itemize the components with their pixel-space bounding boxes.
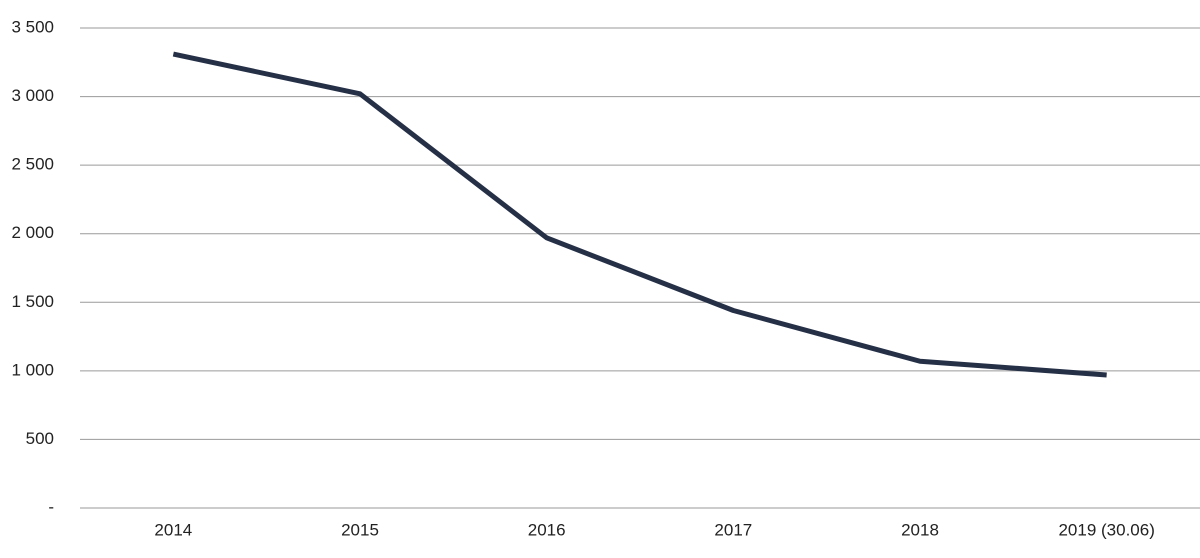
x-tick-label: 2015: [341, 520, 379, 539]
x-tick-label: 2019 (30.06): [1058, 520, 1154, 539]
x-tick-label: 2017: [714, 520, 752, 539]
y-tick-label: 1 000: [11, 360, 54, 379]
y-tick-label: 3 000: [11, 86, 54, 105]
y-tick-label: -: [48, 497, 54, 516]
y-tick-label: 500: [26, 429, 54, 448]
data-line: [172, 51, 1107, 378]
x-tick-label: 2014: [154, 520, 192, 539]
y-tick-label: 3 500: [11, 17, 54, 36]
x-tick-label: 2018: [901, 520, 939, 539]
y-tick-label: 2 000: [11, 223, 54, 242]
x-tick-label: 2016: [528, 520, 566, 539]
y-tick-label: 2 500: [11, 155, 54, 174]
y-tick-label: 1 500: [11, 292, 54, 311]
